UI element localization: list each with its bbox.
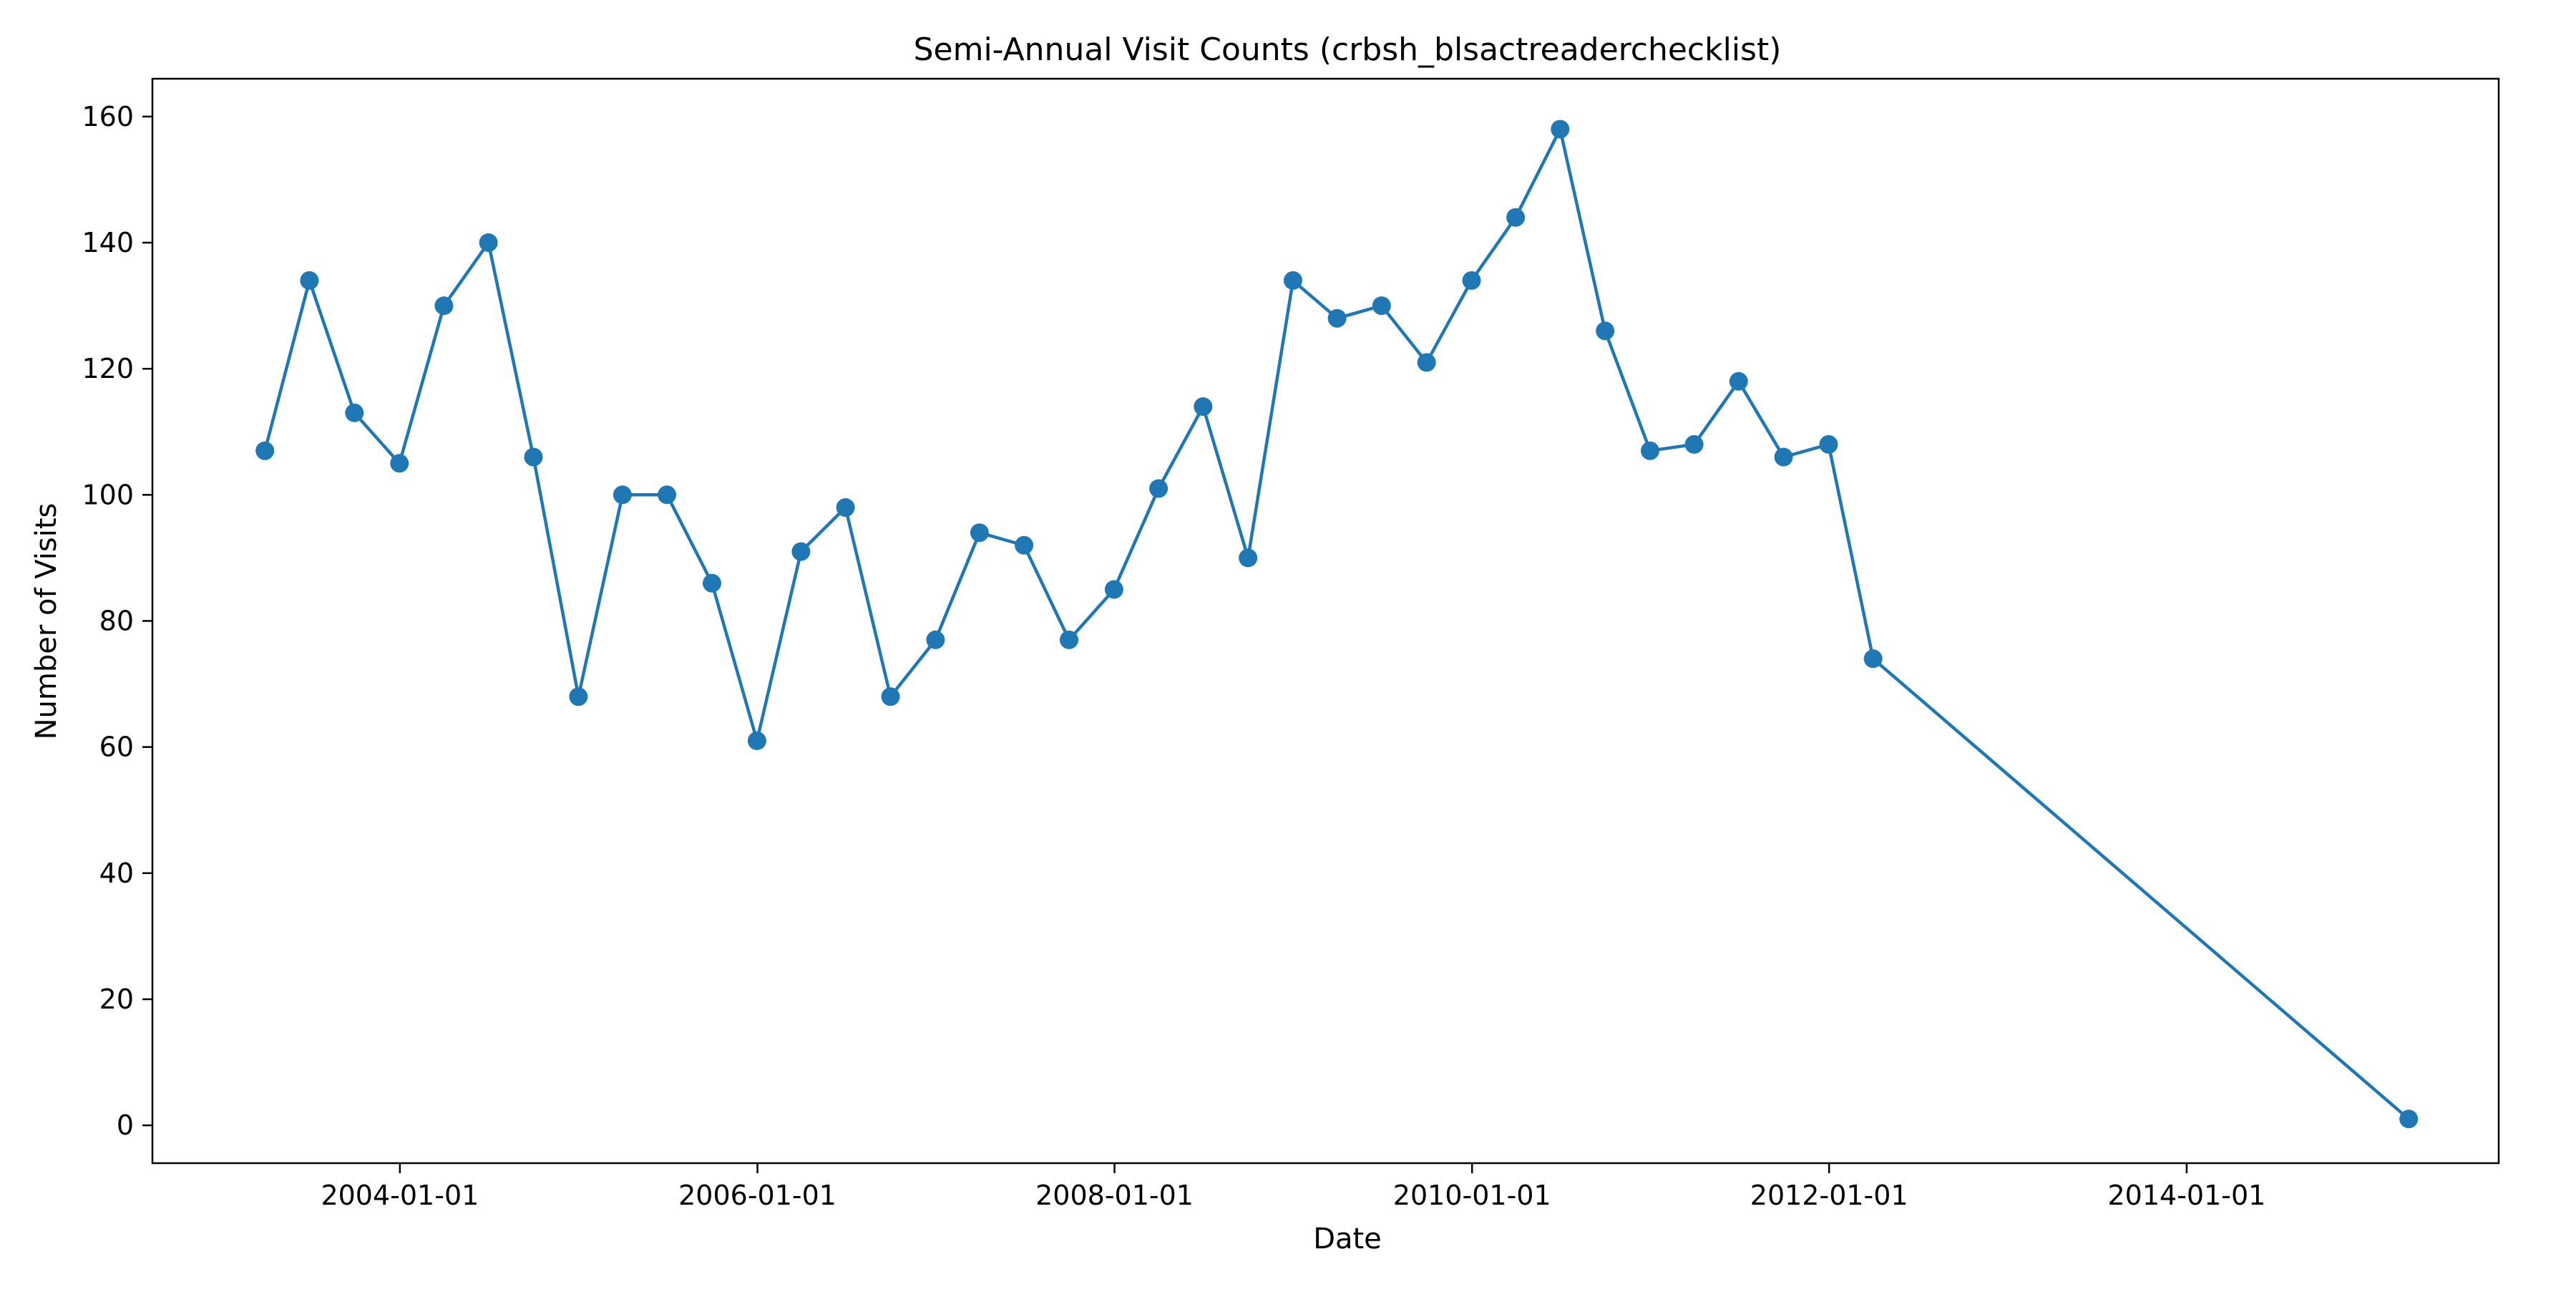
plot-frame <box>151 77 2500 1165</box>
data-point <box>791 542 811 561</box>
data-point <box>1596 321 1615 341</box>
data-point <box>926 630 945 649</box>
data-point <box>569 687 588 706</box>
y-tick-label: 40 <box>99 858 134 889</box>
data-point <box>255 441 275 460</box>
x-tick-label: 2014-01-01 <box>2107 1180 2265 1211</box>
y-tick-label: 100 <box>82 479 134 510</box>
x-tick-label: 2010-01-01 <box>1393 1180 1551 1211</box>
data-point <box>390 454 409 473</box>
data-point <box>1819 434 1838 454</box>
y-tick-label: 120 <box>82 353 134 384</box>
y-tick-label: 140 <box>82 227 134 258</box>
data-point <box>1684 434 1704 454</box>
y-tick-label: 80 <box>99 606 134 637</box>
x-tick-label: 2008-01-01 <box>1035 1180 1194 1211</box>
data-point <box>1506 208 1526 227</box>
data-point <box>1327 309 1347 328</box>
data-point <box>1060 630 1078 649</box>
x-tick-label: 2004-01-01 <box>321 1180 479 1211</box>
data-point <box>1372 296 1391 316</box>
data-point <box>1551 120 1570 139</box>
y-tick-label: 20 <box>99 983 134 1015</box>
x-tick-label: 2012-01-01 <box>1750 1180 1908 1211</box>
series-group <box>255 120 2419 1129</box>
data-point <box>524 447 543 467</box>
data-point <box>836 498 855 517</box>
data-point <box>1239 548 1258 568</box>
y-axis-label: Number of Visits <box>30 503 63 740</box>
data-point <box>1774 447 1793 467</box>
data-point <box>2399 1109 2419 1129</box>
y-tick-label: 0 <box>117 1109 134 1141</box>
data-point <box>970 523 989 543</box>
data-point <box>479 233 498 252</box>
y-tick-label: 160 <box>82 101 134 132</box>
data-point <box>1641 441 1659 460</box>
axes: 2004-01-01 2006-01-01 2008-01-01 2010-01-01… <box>82 101 2265 1211</box>
data-point <box>1104 580 1123 599</box>
data-point <box>1015 535 1034 555</box>
data-point <box>703 573 721 593</box>
data-point <box>1149 479 1169 498</box>
data-point <box>747 731 766 750</box>
data-point <box>613 485 632 505</box>
data-point <box>1462 271 1481 290</box>
data-point <box>1194 397 1213 416</box>
data-point <box>1863 649 1883 669</box>
data-point <box>300 271 319 290</box>
data-point <box>1417 353 1436 372</box>
data-point <box>345 403 364 422</box>
data-point <box>658 485 677 505</box>
data-point <box>434 296 454 316</box>
y-tick-label: 60 <box>99 732 134 763</box>
data-point <box>1284 271 1302 290</box>
data-point <box>1729 371 1748 391</box>
x-axis-label: Date <box>1313 1223 1382 1255</box>
x-tick-label: 2006-01-01 <box>678 1180 836 1211</box>
data-point <box>881 687 900 706</box>
chart-title: Semi-Annual Visit Counts (crbsh_blsactre… <box>914 31 1782 68</box>
series-line <box>263 127 2410 1121</box>
